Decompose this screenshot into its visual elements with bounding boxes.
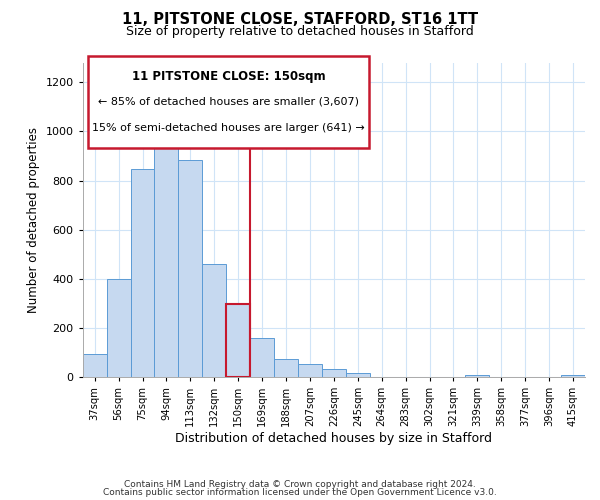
Bar xyxy=(131,169,154,377)
FancyBboxPatch shape xyxy=(88,56,369,148)
Y-axis label: Number of detached properties: Number of detached properties xyxy=(27,127,40,313)
Bar xyxy=(178,160,202,377)
Bar xyxy=(346,372,370,377)
Bar xyxy=(202,264,226,377)
Text: Size of property relative to detached houses in Stafford: Size of property relative to detached ho… xyxy=(126,25,474,38)
Text: 11 PITSTONE CLOSE: 150sqm: 11 PITSTONE CLOSE: 150sqm xyxy=(131,70,325,83)
Bar xyxy=(83,354,107,377)
Text: 15% of semi-detached houses are larger (641) →: 15% of semi-detached houses are larger (… xyxy=(92,122,365,132)
Text: Contains HM Land Registry data © Crown copyright and database right 2024.: Contains HM Land Registry data © Crown c… xyxy=(124,480,476,489)
Bar xyxy=(226,304,250,377)
Bar xyxy=(274,359,298,377)
Bar xyxy=(107,279,131,377)
X-axis label: Distribution of detached houses by size in Stafford: Distribution of detached houses by size … xyxy=(175,432,493,445)
Text: Contains public sector information licensed under the Open Government Licence v3: Contains public sector information licen… xyxy=(103,488,497,497)
Bar xyxy=(250,338,274,377)
Bar xyxy=(322,369,346,377)
Bar xyxy=(561,374,585,377)
Bar xyxy=(466,374,490,377)
Bar xyxy=(298,364,322,377)
Text: ← 85% of detached houses are smaller (3,607): ← 85% of detached houses are smaller (3,… xyxy=(98,97,359,107)
Bar xyxy=(154,140,178,377)
Text: 11, PITSTONE CLOSE, STAFFORD, ST16 1TT: 11, PITSTONE CLOSE, STAFFORD, ST16 1TT xyxy=(122,12,478,28)
